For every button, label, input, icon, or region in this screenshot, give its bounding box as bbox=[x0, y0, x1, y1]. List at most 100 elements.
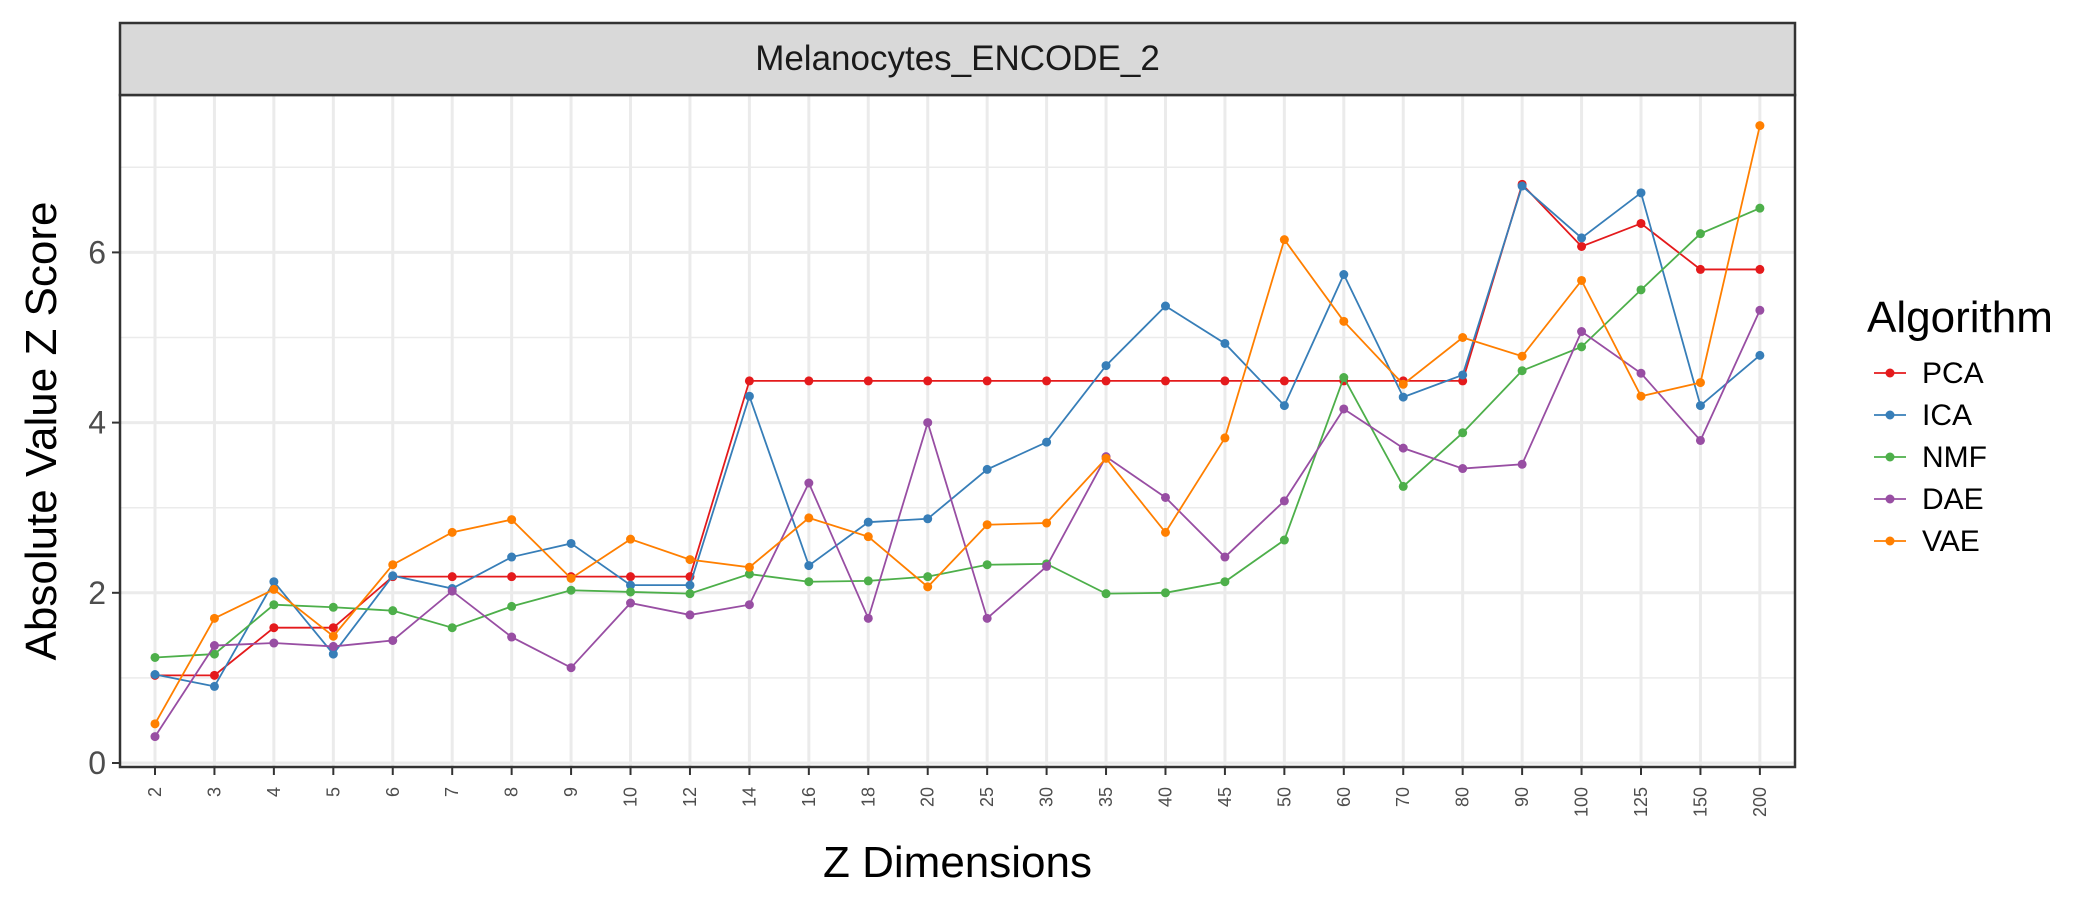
data-point-ica bbox=[507, 552, 517, 562]
x-tick-label: 10 bbox=[621, 787, 641, 807]
data-point-ica bbox=[1042, 437, 1052, 447]
data-point-pca bbox=[982, 376, 992, 386]
data-point-dae bbox=[923, 418, 933, 428]
data-point-ica bbox=[1517, 181, 1527, 191]
x-tick-label: 5 bbox=[323, 787, 343, 797]
y-tick-label: 2 bbox=[88, 575, 106, 611]
data-point-nmf bbox=[923, 572, 933, 582]
grid-layer bbox=[120, 95, 1795, 767]
data-point-dae bbox=[1458, 464, 1468, 474]
data-point-nmf bbox=[744, 569, 754, 579]
x-axis: 2 3 4 5 6 7 8 9 10 12 14 16 18 20 25 30 35 40 45 50 60 70 80 90… bbox=[145, 767, 1770, 817]
data-point-pca bbox=[1160, 376, 1170, 386]
data-point-dae bbox=[150, 732, 160, 742]
legend-key-point bbox=[1885, 494, 1895, 504]
x-tick-label: 90 bbox=[1512, 787, 1532, 807]
data-point-vae bbox=[447, 527, 457, 537]
data-point-dae bbox=[1042, 561, 1052, 571]
data-point-nmf bbox=[1101, 589, 1111, 599]
data-point-nmf bbox=[1517, 366, 1527, 376]
x-tick-label: 125 bbox=[1631, 787, 1651, 817]
legend-title: Algorithm bbox=[1867, 293, 2053, 342]
data-point-nmf bbox=[1339, 372, 1349, 382]
data-point-nmf bbox=[1220, 577, 1230, 587]
x-tick-label: 8 bbox=[502, 787, 522, 797]
data-point-nmf bbox=[982, 560, 992, 570]
data-point-pca bbox=[1755, 264, 1765, 274]
data-point-dae bbox=[685, 610, 695, 620]
data-point-vae bbox=[923, 582, 933, 592]
legend-label-ica: ICA bbox=[1922, 399, 1972, 432]
data-point-nmf bbox=[1398, 481, 1408, 491]
data-point-pca bbox=[507, 572, 517, 582]
data-point-vae bbox=[388, 560, 398, 570]
legend-key-point bbox=[1885, 452, 1895, 462]
data-point-ica bbox=[863, 517, 873, 527]
x-tick-label: 50 bbox=[1274, 787, 1294, 807]
data-point-pca bbox=[863, 376, 873, 386]
data-point-dae bbox=[1636, 368, 1646, 378]
data-point-ica bbox=[1636, 188, 1646, 198]
data-point-dae bbox=[1160, 492, 1170, 502]
data-point-dae bbox=[1398, 443, 1408, 453]
data-point-dae bbox=[328, 641, 338, 651]
legend-key-point bbox=[1885, 410, 1895, 420]
data-point-nmf bbox=[1695, 229, 1705, 239]
data-point-ica bbox=[982, 464, 992, 474]
legend: Algorithm PCA ICA NMF DAE VAE bbox=[1867, 293, 2053, 558]
data-point-pca bbox=[923, 376, 933, 386]
data-point-vae bbox=[1160, 527, 1170, 537]
data-point-nmf bbox=[804, 577, 814, 587]
x-tick-label: 40 bbox=[1155, 787, 1175, 807]
data-point-vae bbox=[507, 515, 517, 525]
data-point-dae bbox=[269, 638, 279, 648]
data-point-dae bbox=[566, 663, 576, 673]
data-point-vae bbox=[685, 555, 695, 565]
data-point-ica bbox=[328, 649, 338, 659]
chart-title: Melanocytes_ENCODE_2 bbox=[755, 39, 1160, 78]
data-point-vae bbox=[1220, 433, 1230, 443]
legend-label-dae: DAE bbox=[1922, 483, 1984, 516]
plot-background bbox=[120, 95, 1795, 767]
data-point-dae bbox=[447, 586, 457, 596]
y-axis-title: Absolute Value Z Score bbox=[17, 202, 66, 661]
data-point-vae bbox=[150, 719, 160, 729]
legend-key-point bbox=[1885, 536, 1895, 546]
data-point-nmf bbox=[1636, 285, 1646, 295]
x-tick-label: 12 bbox=[680, 787, 700, 807]
data-point-nmf bbox=[1458, 428, 1468, 438]
data-point-nmf bbox=[685, 589, 695, 599]
x-tick-label: 45 bbox=[1215, 787, 1235, 807]
y-tick-label: 0 bbox=[88, 745, 106, 781]
data-point-ica bbox=[1279, 401, 1289, 411]
data-point-dae bbox=[1279, 496, 1289, 506]
data-point-pca bbox=[804, 376, 814, 386]
x-tick-label: 2 bbox=[145, 787, 165, 797]
data-point-dae bbox=[1339, 404, 1349, 414]
series-line-dae bbox=[154, 309, 1761, 738]
data-point-dae bbox=[507, 632, 517, 642]
x-tick-label: 30 bbox=[1037, 787, 1057, 807]
x-tick-label: 25 bbox=[977, 787, 997, 807]
data-point-ica bbox=[209, 681, 219, 691]
data-point-dae bbox=[626, 598, 636, 608]
y-axis: 0 2 4 6 bbox=[88, 234, 120, 781]
x-tick-label: 9 bbox=[561, 787, 581, 797]
data-point-vae bbox=[1755, 121, 1765, 131]
data-point-vae bbox=[1695, 378, 1705, 388]
data-point-pca bbox=[1636, 218, 1646, 228]
data-point-ica bbox=[1220, 338, 1230, 348]
data-point-pca bbox=[209, 670, 219, 680]
data-point-dae bbox=[1577, 327, 1587, 337]
data-point-vae bbox=[1517, 351, 1527, 361]
data-point-dae bbox=[209, 641, 219, 651]
data-point-vae bbox=[1279, 235, 1289, 245]
data-point-ica bbox=[804, 561, 814, 571]
data-point-vae bbox=[1398, 379, 1408, 389]
data-point-ica bbox=[1398, 392, 1408, 402]
data-point-ica bbox=[269, 577, 279, 587]
legend-item-dae: DAE bbox=[1874, 483, 1984, 516]
data-point-pca bbox=[626, 572, 636, 582]
legend-item-pca: PCA bbox=[1874, 357, 1984, 390]
